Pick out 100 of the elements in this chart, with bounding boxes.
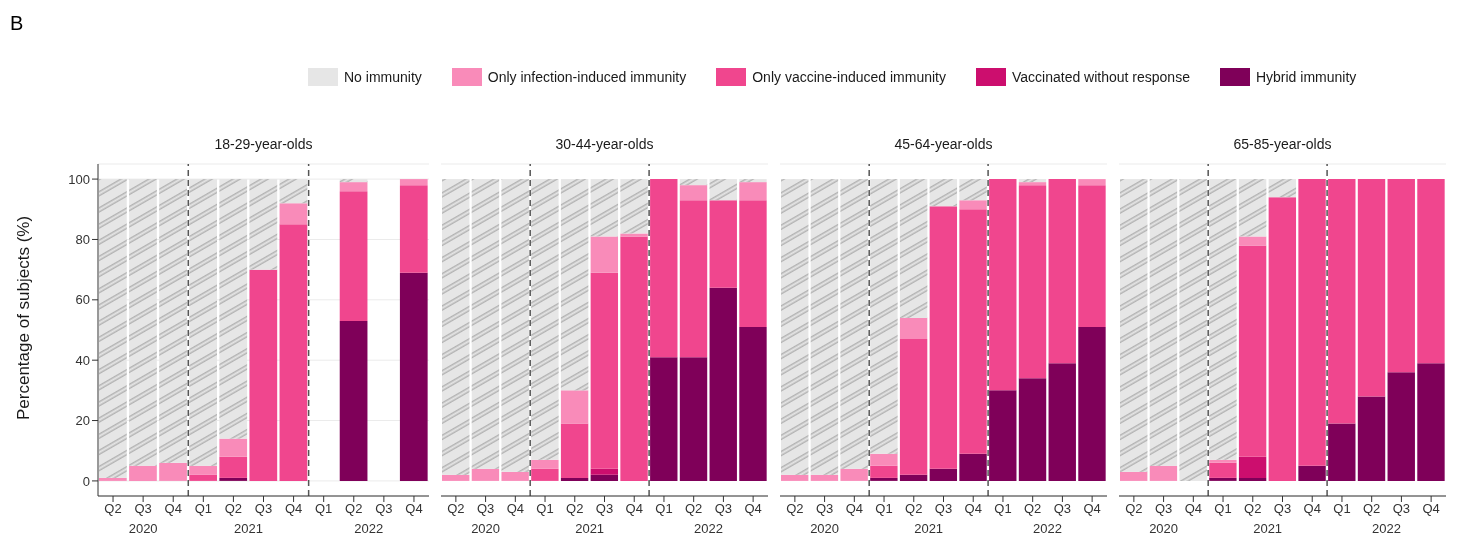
- bar: [870, 453, 898, 466]
- text: 2022: [1372, 521, 1402, 537]
- bar: [1078, 185, 1106, 327]
- chart-title: 45-64-year-olds: [893, 136, 994, 154]
- x-tick-label: Q4: [1422, 501, 1440, 517]
- y-tick-label: 80: [75, 232, 90, 248]
- bar: [219, 438, 248, 457]
- bar: [620, 236, 648, 481]
- x-tick-label: Q2: [1244, 501, 1262, 517]
- bar: [840, 468, 868, 481]
- x-tick-label: Q4: [744, 501, 762, 517]
- bar: [1328, 423, 1356, 481]
- bar: [399, 185, 428, 273]
- bar: [959, 209, 987, 454]
- x-tick-label: Q3: [815, 501, 834, 517]
- bar: [899, 339, 928, 475]
- x-tick-label: Q2: [905, 501, 923, 517]
- text: 2021: [233, 521, 263, 537]
- text: 2022: [1033, 521, 1063, 537]
- bar: [189, 465, 218, 475]
- bar: [650, 357, 678, 481]
- x-tick-label: Q1: [1333, 501, 1351, 517]
- bar: [899, 474, 928, 481]
- x-tick-label: Q2: [345, 501, 363, 517]
- chart-title: 65-85-year-olds: [1232, 136, 1333, 154]
- bar: [159, 462, 187, 481]
- bar: [1387, 372, 1415, 481]
- x-tick-label: Q1: [315, 501, 333, 517]
- text: 2020: [128, 521, 158, 537]
- bar: [1209, 462, 1237, 478]
- bar: [650, 179, 678, 358]
- x-tick-label: Q4: [506, 501, 524, 517]
- bar: [1048, 179, 1076, 364]
- x-tick-label: Q2: [447, 501, 465, 517]
- x-tick-label: Q1: [1214, 501, 1232, 517]
- text: B: [10, 12, 24, 34]
- bar: [219, 477, 248, 481]
- text: 2021: [1253, 521, 1283, 537]
- bar: [959, 453, 987, 481]
- x-tick-label: Q2: [685, 501, 703, 517]
- bar: [1238, 477, 1267, 481]
- bar: [989, 390, 1017, 481]
- bar: [471, 468, 500, 481]
- bar: [679, 185, 708, 201]
- x-tick-label: Q3: [1154, 501, 1173, 517]
- text: 2022: [694, 521, 724, 537]
- x-tick-label: Q4: [284, 501, 303, 517]
- x-tick-label: Q1: [994, 501, 1012, 517]
- bar: [899, 317, 928, 340]
- x-tick-label: Q3: [934, 501, 953, 517]
- x-tick-label: Q3: [476, 501, 495, 517]
- x-tick-label: Q2: [786, 501, 804, 517]
- bar: [560, 390, 589, 424]
- bar: [399, 272, 428, 481]
- bar: [1298, 179, 1326, 466]
- bar: [739, 182, 767, 201]
- bar: [339, 320, 368, 481]
- legend-label: Vaccinated without response: [1011, 69, 1190, 85]
- bar: [1238, 236, 1267, 246]
- bar: [442, 474, 470, 481]
- bar: [1078, 326, 1106, 481]
- bar: [870, 477, 898, 481]
- x-tick-label: Q3: [1273, 501, 1292, 517]
- y-axis-title: Percentage of subjects (%): [14, 215, 34, 420]
- bar: [709, 287, 737, 481]
- bar: [590, 272, 619, 469]
- bar: [620, 233, 648, 237]
- bar: [929, 468, 958, 481]
- bar: [531, 468, 559, 481]
- x-tick-label: Q1: [194, 501, 212, 517]
- bar: [560, 477, 589, 481]
- bar: [339, 182, 368, 192]
- text: 2022: [354, 521, 384, 537]
- bar: [590, 468, 619, 475]
- bar: [531, 459, 559, 469]
- x-tick-label: Q4: [1303, 501, 1321, 517]
- bar: [189, 474, 218, 481]
- bar: [590, 474, 619, 481]
- bar: [810, 474, 839, 481]
- legend-label: Only vaccine-induced immunity: [752, 69, 946, 85]
- bar: [249, 269, 278, 481]
- x-tick-label: Q1: [536, 501, 554, 517]
- bar: [870, 465, 898, 478]
- bar: [279, 224, 308, 481]
- x-tick-label: Q2: [1363, 501, 1381, 517]
- legend-label: Only infection-induced immunity: [487, 69, 687, 85]
- bar: [501, 471, 529, 481]
- bar: [1209, 459, 1237, 463]
- y-tick-label: 100: [68, 171, 90, 187]
- bar: [679, 200, 708, 358]
- bar: [959, 200, 987, 210]
- bar: [219, 456, 248, 478]
- y-tick-label: 20: [75, 413, 90, 429]
- x-tick-label: Q4: [964, 501, 982, 517]
- x-tick-label: Q3: [1053, 501, 1072, 517]
- bar: [1357, 179, 1386, 397]
- bar: [929, 206, 958, 469]
- x-tick-label: Q3: [375, 501, 393, 517]
- x-tick-label: Q3: [714, 501, 733, 517]
- x-tick-label: Q2: [104, 501, 122, 517]
